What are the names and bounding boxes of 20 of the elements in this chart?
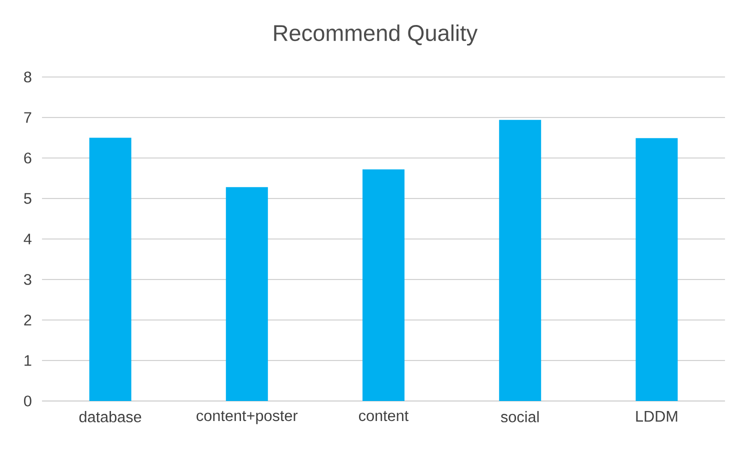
x-tick-label: LDDM: [636, 411, 678, 422]
bar: [499, 120, 542, 401]
bar: [226, 187, 268, 401]
x-tick-label: content: [359, 411, 409, 422]
y-tick-label: 2: [24, 314, 32, 326]
y-tick-label: 0: [24, 396, 32, 406]
chart-title: Recommend Quality: [274, 24, 478, 46]
y-tick-label: 7: [24, 112, 32, 123]
y-tick-label: 5: [24, 193, 32, 204]
bar: [362, 169, 404, 401]
x-tick-label: database: [79, 411, 142, 422]
y-tick-label: 3: [24, 274, 32, 285]
x-tick-label: content+poster: [196, 411, 298, 424]
y-tick-label: 4: [24, 234, 32, 244]
y-tick-label: 8: [24, 72, 32, 82]
bar: [636, 138, 678, 401]
y-tick-label: 1: [24, 355, 32, 366]
bar: [89, 138, 132, 401]
x-tick-label: social: [500, 411, 539, 422]
y-tick-label: 6: [24, 152, 32, 164]
